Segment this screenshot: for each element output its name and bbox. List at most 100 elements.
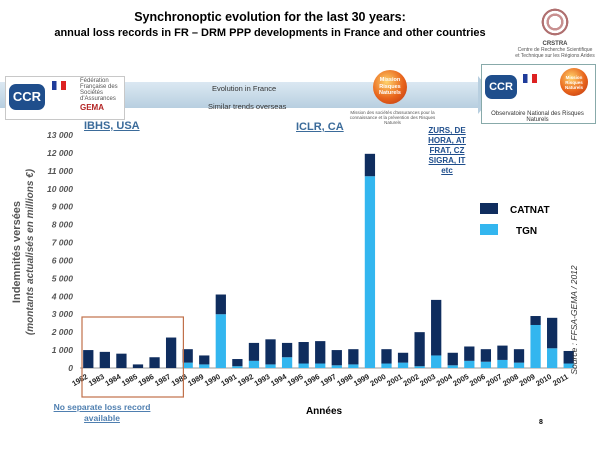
- crstra-emblem-icon: [538, 5, 572, 39]
- bar-tgn: [530, 324, 541, 368]
- mission-logo-text: Mission Risques Naturels: [378, 77, 401, 97]
- y-axis-label-line1: Indemnités versées: [11, 201, 23, 303]
- bar-catnat: [563, 350, 574, 364]
- bar-catnat: [232, 359, 243, 367]
- legend-swatch-tgn: [480, 224, 498, 235]
- bar-tgn: [215, 314, 226, 368]
- y-tick-label: 2 000: [51, 327, 74, 337]
- bar-tgn: [414, 366, 425, 368]
- bar-catnat: [480, 349, 492, 362]
- ccr-logo: CCR: [9, 84, 45, 110]
- bar-catnat: [199, 355, 210, 365]
- bar-catnat: [513, 349, 525, 363]
- y-tick-label: 12 000: [47, 148, 73, 158]
- bar-catnat: [281, 342, 293, 358]
- bar-catnat: [83, 350, 94, 368]
- region-europe-4: SIGRA, IT: [428, 156, 466, 165]
- bar-tgn: [182, 362, 193, 368]
- mission-logo-small-text: Mission Risques Naturels: [564, 74, 583, 90]
- slide-title: Synchronoptic evolution for the last 30 …: [134, 10, 406, 24]
- bar-tgn: [397, 362, 409, 368]
- bar-catnat: [464, 346, 475, 361]
- bar-catnat: [414, 332, 425, 367]
- bar-tgn: [513, 362, 525, 368]
- y-tick-label: 1 000: [52, 345, 74, 355]
- no-record-highlight-box: [81, 316, 185, 398]
- y-axis-label-line2: (montants actualisés en millions €): [25, 168, 36, 335]
- mission-caption: Mission des sociétés d'assurances pour l…: [349, 110, 436, 125]
- slide-subtitle: annual loss records in FR – DRM PPP deve…: [54, 27, 486, 39]
- bar-catnat: [298, 342, 309, 364]
- bar-catnat: [132, 364, 144, 368]
- bar-catnat: [530, 316, 541, 325]
- banner-evolution-text: Evolution in France: [212, 84, 277, 93]
- bar-tgn: [348, 364, 359, 368]
- bar-tgn: [265, 364, 276, 368]
- bar-catnat: [315, 341, 326, 364]
- bar-tgn: [381, 363, 392, 368]
- y-tick-label: 5 000: [52, 273, 74, 283]
- bar-catnat: [215, 294, 226, 315]
- bar-catnat: [265, 339, 276, 365]
- bar-tgn: [298, 363, 309, 368]
- bar-catnat: [116, 353, 127, 368]
- ffsa-logo-text: Fédération Française des Sociétés d'Assu…: [80, 78, 118, 102]
- y-tick-label: 4 000: [51, 291, 74, 301]
- no-record-note: No separate loss record available: [53, 402, 151, 423]
- bar-catnat: [331, 350, 342, 366]
- bar-catnat: [348, 349, 359, 365]
- bar-catnat: [165, 337, 177, 368]
- bar-catnat: [99, 351, 110, 368]
- bar-catnat: [364, 153, 376, 177]
- region-label-ibhs: IBHS, USA: [84, 120, 140, 132]
- french-flag-icon: [52, 81, 66, 90]
- bar-tgn: [199, 364, 210, 368]
- region-label-europe: ZURS, DE HORA, AT FRAT, CZ SIGRA, IT etc: [418, 126, 476, 176]
- bar-catnat: [381, 349, 392, 364]
- bar-tgn: [480, 361, 492, 368]
- bar-tgn: [563, 363, 574, 368]
- source-note: Source : FFSA-GEMA / 2012: [569, 265, 579, 375]
- bar-tgn: [464, 360, 475, 368]
- bar-catnat: [447, 352, 458, 366]
- banner-similar-text: Similar trends overseas: [208, 102, 287, 111]
- region-europe-3: FRAT, CZ: [429, 146, 465, 155]
- region-label-iclr: ICLR, CA: [296, 121, 344, 133]
- bar-catnat: [248, 342, 260, 361]
- y-tick-label: 10 000: [47, 184, 73, 194]
- mission-risques-logo: Mission Risques Naturels: [373, 70, 407, 104]
- bar-tgn: [431, 355, 442, 368]
- y-tick-label: 7 000: [52, 238, 74, 248]
- crstra-logo: CRSTRA Centre de Recherche Scientifique …: [515, 5, 595, 59]
- y-tick-label: 6 000: [52, 255, 74, 265]
- mission-logo-small: Mission Risques Naturels: [560, 68, 588, 96]
- bar-catnat: [149, 357, 160, 368]
- bar-catnat: [397, 352, 409, 363]
- bar-catnat: [182, 349, 193, 363]
- y-tick-label: 13 000: [47, 130, 73, 140]
- bar-tgn: [281, 357, 293, 368]
- french-flag-icon-right: [523, 74, 537, 83]
- legend-swatch-catnat: [480, 203, 498, 214]
- bar-tgn: [364, 176, 376, 368]
- x-axis-label: Années: [306, 406, 343, 417]
- bar-tgn: [497, 359, 508, 368]
- bar-tgn: [315, 363, 326, 368]
- bar-tgn: [248, 360, 260, 368]
- y-tick-label: 11 000: [48, 166, 74, 176]
- region-europe-2: HORA, AT: [428, 136, 466, 145]
- y-tick-label: 0: [68, 363, 73, 373]
- crstra-name: CRSTRA: [542, 41, 568, 47]
- y-tick-label: 3 000: [52, 309, 74, 319]
- gema-logo: GEMA: [80, 103, 104, 112]
- bar-tgn: [547, 348, 558, 368]
- y-tick-label: 9 000: [52, 202, 74, 212]
- legend-label-tgn: TGN: [516, 226, 537, 237]
- observatoire-caption: Observatoire National des Risques Nature…: [491, 111, 584, 123]
- region-europe-1: ZURS, DE: [428, 126, 466, 135]
- crstra-caption: Centre de Recherche Scientifique et Tech…: [515, 47, 595, 59]
- legend-label-catnat: CATNAT: [510, 205, 550, 216]
- bar-tgn: [232, 366, 243, 368]
- bar-tgn: [331, 365, 342, 368]
